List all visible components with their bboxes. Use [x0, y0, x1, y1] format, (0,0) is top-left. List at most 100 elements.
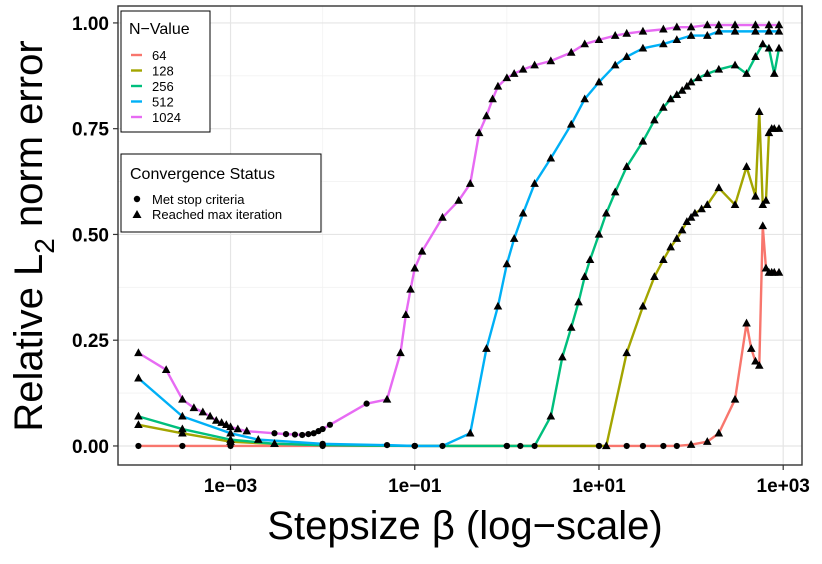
point-reached-max-iteration [638, 26, 648, 35]
color-legend-label-128: 128 [152, 64, 174, 79]
x-tick-label: 1e+01 [572, 476, 626, 497]
point-reached-max-iteration [730, 20, 740, 29]
point-reached-max-iteration [742, 69, 751, 77]
point-reached-max-iteration [217, 418, 226, 426]
point-reached-max-iteration [396, 348, 405, 357]
point-reached-max-iteration [774, 267, 784, 276]
color-legend-label-512: 512 [152, 95, 174, 110]
point-reached-max-iteration [546, 56, 556, 65]
point-reached-max-iteration [730, 26, 740, 35]
point-reached-max-iteration [253, 435, 263, 443]
point-met-stop-criteria [299, 431, 306, 439]
point-reached-max-iteration [650, 272, 659, 280]
point-reached-max-iteration [482, 111, 491, 120]
y-tick-label: 1.00 [72, 14, 109, 35]
point-reached-max-iteration [518, 208, 528, 217]
point-reached-max-iteration [686, 31, 696, 39]
point-reached-max-iteration [769, 69, 779, 77]
point-reached-max-iteration [774, 124, 784, 132]
point-reached-max-iteration [134, 348, 143, 357]
color-legend-label-1024: 1024 [152, 110, 181, 125]
point-reached-max-iteration [594, 77, 604, 86]
point-reached-max-iteration [703, 200, 712, 209]
point-reached-max-iteration [751, 191, 760, 200]
point-reached-max-iteration [686, 77, 696, 86]
point-reached-max-iteration [178, 428, 187, 437]
point-reached-max-iteration [666, 242, 675, 251]
legend-triangle-marker [132, 210, 142, 218]
point-reached-max-iteration [746, 344, 756, 352]
point-reached-max-iteration [758, 39, 768, 48]
point-reached-max-iteration [758, 221, 768, 230]
y-tick-label: 0.50 [72, 225, 109, 246]
point-reached-max-iteration [134, 411, 143, 420]
plot-panel-border [117, 5, 803, 466]
point-reached-max-iteration [703, 31, 712, 39]
point-reached-max-iteration [730, 200, 740, 209]
point-reached-max-iteration [580, 272, 590, 280]
color-legend-title: N−Value [129, 21, 190, 38]
point-reached-max-iteration [774, 20, 784, 29]
point-met-stop-criteria [326, 421, 334, 428]
point-reached-max-iteration [638, 301, 648, 310]
point-reached-max-iteration [222, 420, 231, 429]
point-reached-max-iteration [714, 64, 724, 73]
point-reached-max-iteration [198, 407, 208, 416]
color-legend-label-256: 256 [152, 79, 174, 94]
point-reached-max-iteration [677, 86, 687, 94]
point-reached-max-iteration [764, 20, 774, 29]
point-reached-max-iteration [454, 195, 464, 204]
point-reached-max-iteration [650, 115, 659, 124]
point-reached-max-iteration [686, 212, 696, 221]
point-met-stop-criteria [363, 400, 370, 407]
series-layer [134, 20, 784, 450]
point-met-stop-criteria [310, 430, 317, 437]
x-tick-label: 1e−03 [204, 476, 257, 497]
point-reached-max-iteration [382, 394, 392, 403]
point-reached-max-iteration [410, 263, 420, 272]
point-reached-max-iteration [178, 411, 187, 420]
point-reached-max-iteration [161, 365, 171, 374]
y-axis-title-group: Relative L2 norm error [7, 40, 60, 431]
point-reached-max-iteration [226, 435, 235, 443]
point-reached-max-iteration [622, 348, 632, 357]
shape-legend-label-max: Reached max iteration [152, 207, 282, 222]
point-met-stop-criteria [639, 442, 647, 450]
y-tick-label: 0.00 [72, 437, 109, 458]
x-tick-label: 1e+03 [757, 476, 810, 497]
point-reached-max-iteration [751, 20, 760, 29]
point-reached-max-iteration [509, 69, 519, 77]
point-reached-max-iteration [465, 179, 475, 187]
point-reached-max-iteration [546, 411, 556, 420]
point-reached-max-iteration [761, 195, 771, 204]
point-reached-max-iteration [754, 360, 764, 369]
point-reached-max-iteration [610, 60, 620, 69]
point-reached-max-iteration [585, 255, 595, 264]
point-reached-max-iteration [690, 208, 700, 217]
point-reached-max-iteration [672, 22, 682, 31]
x-axis-title: Stepsize β (log−scale) [267, 504, 662, 548]
point-reached-max-iteration [672, 234, 682, 242]
point-reached-max-iteration [682, 81, 692, 90]
y-axis-title-subscript: 2 [29, 238, 60, 254]
shape-legend-item-triangle: Reached max iteration [132, 207, 282, 222]
point-reached-max-iteration [714, 428, 724, 437]
point-reached-max-iteration [686, 440, 696, 448]
point-reached-max-iteration [730, 60, 740, 69]
point-reached-max-iteration [580, 94, 590, 103]
point-reached-max-iteration [714, 26, 724, 35]
point-reached-max-iteration [211, 415, 221, 424]
point-reached-max-iteration [677, 225, 687, 234]
point-met-stop-criteria [517, 442, 524, 450]
point-reached-max-iteration [672, 35, 682, 44]
point-reached-max-iteration [638, 136, 648, 145]
point-reached-max-iteration [659, 255, 668, 264]
point-reached-max-iteration [574, 297, 583, 306]
point-reached-max-iteration [205, 411, 215, 420]
point-reached-max-iteration [493, 81, 503, 90]
shape-legend: Convergence Status Met stop criteria Rea… [120, 153, 322, 233]
point-reached-max-iteration [226, 422, 235, 431]
point-reached-max-iteration [730, 394, 740, 403]
